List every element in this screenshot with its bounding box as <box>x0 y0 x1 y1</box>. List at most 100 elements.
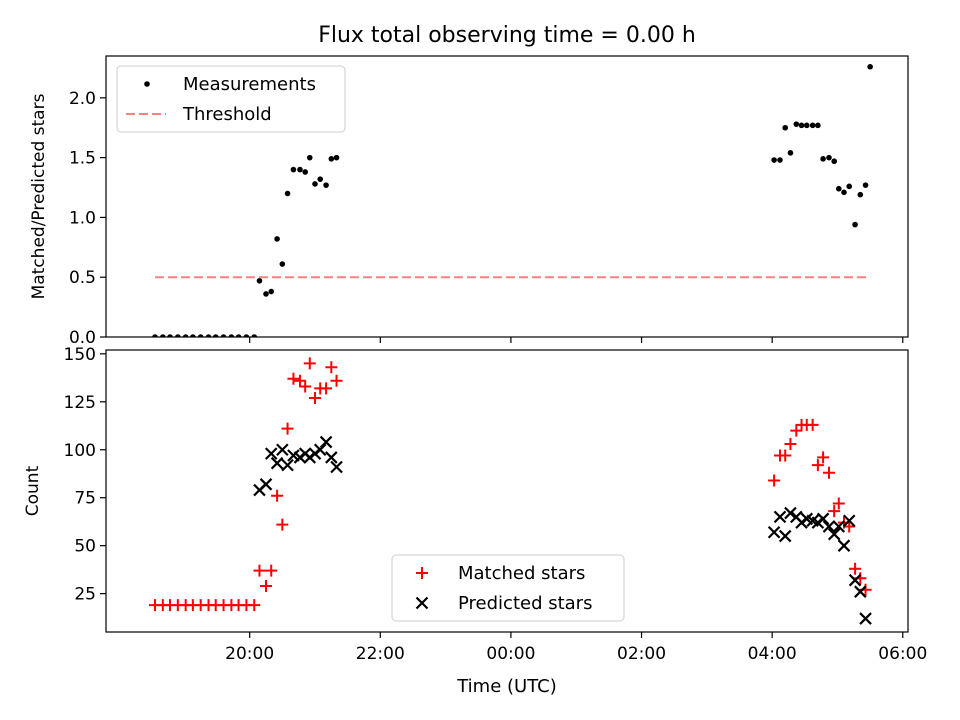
y-tick-label: 1.5 <box>69 149 96 169</box>
y-tick-label: 0.0 <box>69 328 96 348</box>
data-point <box>333 154 340 161</box>
y-tick-label: 50 <box>74 537 96 557</box>
data-point <box>271 489 284 502</box>
data-point <box>778 529 792 543</box>
data-point <box>274 236 280 242</box>
data-point <box>822 520 836 533</box>
data-point <box>790 424 803 437</box>
y-tick-label: 75 <box>74 489 96 509</box>
x-tick-label: 02:00 <box>617 644 666 664</box>
data-point <box>806 418 819 431</box>
data-point <box>849 562 862 575</box>
data-point <box>330 460 343 474</box>
data-point <box>197 334 204 337</box>
data-point <box>182 334 189 337</box>
data-point <box>798 122 805 129</box>
data-point <box>330 374 343 387</box>
data-point <box>832 497 845 510</box>
legend-swatch <box>415 596 429 610</box>
data-point <box>284 190 291 197</box>
data-point <box>297 166 303 173</box>
y-axis-label: Matched/Predicted stars <box>29 93 49 299</box>
legend: Measurements Threshold <box>116 65 346 133</box>
data-point <box>777 157 783 163</box>
data-point <box>784 438 797 450</box>
data-point <box>820 156 826 162</box>
data-point <box>826 154 832 161</box>
data-point <box>848 573 862 587</box>
data-point <box>859 612 872 625</box>
data-point <box>308 391 321 404</box>
x-tick-label: 00:00 <box>486 644 535 664</box>
plot-area <box>148 357 872 625</box>
data-point <box>771 157 777 163</box>
data-point <box>264 447 278 460</box>
x-tick-label: 04:00 <box>748 644 797 664</box>
legend-box <box>116 65 346 133</box>
data-point <box>325 451 338 464</box>
data-point <box>190 334 196 337</box>
chart-title: Flux total observing time = 0.00 h <box>318 23 696 48</box>
data-point <box>306 154 313 161</box>
data-point <box>299 380 312 393</box>
data-point <box>817 451 830 464</box>
data-point <box>846 183 853 190</box>
y-tick-label: 2.0 <box>69 89 96 109</box>
legend-swatch <box>144 81 150 87</box>
y-tick-label: 1.0 <box>69 208 96 228</box>
data-point <box>287 372 300 385</box>
legend-label: Predicted stars <box>458 593 592 614</box>
data-point <box>220 334 227 337</box>
y-tick-label: 100 <box>64 441 96 461</box>
data-point <box>259 478 273 491</box>
data-point <box>767 525 781 539</box>
plot-frame <box>105 349 909 633</box>
y-axis-label: Count <box>23 465 43 516</box>
data-point <box>260 579 273 592</box>
x-tick-label: 22:00 <box>356 644 405 664</box>
data-point <box>816 512 830 526</box>
x-tick-label: 06:00 <box>878 644 927 664</box>
panels: 0.0 0.5 1.0 1.5 2.0 Matched/Predicted stars Me… <box>23 55 927 664</box>
plot-area <box>152 63 873 337</box>
legend-label: Threshold <box>182 104 272 125</box>
legend: Matched stars Predicted stars <box>391 554 625 622</box>
data-point <box>281 422 294 435</box>
data-point <box>827 527 841 541</box>
data-point <box>773 510 787 524</box>
data-point <box>809 122 816 129</box>
data-point <box>313 443 327 457</box>
data-point <box>228 334 235 337</box>
data-point <box>843 520 856 533</box>
legend-box <box>391 554 625 622</box>
y-tick-label: 0.5 <box>69 268 96 288</box>
data-point <box>828 505 841 518</box>
data-point <box>837 539 851 552</box>
data-point <box>160 334 166 337</box>
data-point <box>281 458 294 472</box>
data-point <box>768 474 781 487</box>
data-point <box>256 278 263 284</box>
data-point <box>279 261 286 267</box>
data-point <box>832 520 846 533</box>
data-point <box>167 334 173 337</box>
data-point <box>842 514 856 528</box>
legend-swatch <box>416 567 428 579</box>
data-point <box>815 122 821 129</box>
y-tick-label: 150 <box>64 345 96 365</box>
data-point <box>253 564 266 577</box>
data-point <box>270 456 284 470</box>
data-point <box>235 334 242 337</box>
data-point <box>328 156 335 162</box>
data-point <box>263 291 269 297</box>
data-point <box>857 191 864 198</box>
data-point <box>265 564 278 577</box>
data-point <box>793 121 800 127</box>
data-point <box>854 585 867 598</box>
series <box>152 63 873 337</box>
data-point <box>293 374 306 387</box>
x-tick-label: 20:00 <box>225 644 274 664</box>
data-point <box>323 182 329 188</box>
data-point <box>290 166 297 173</box>
